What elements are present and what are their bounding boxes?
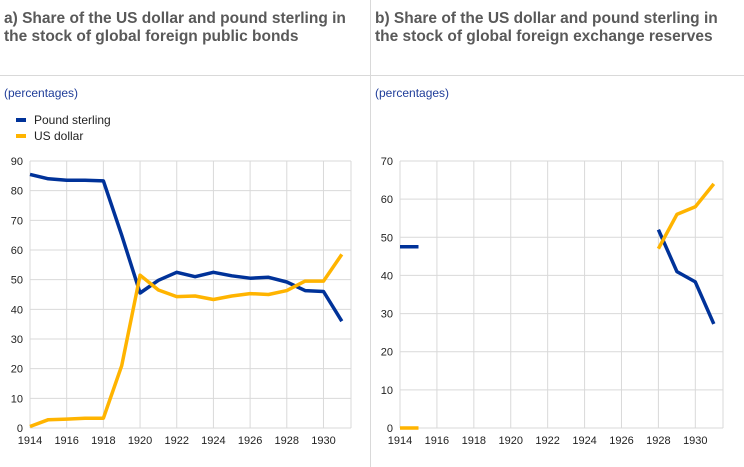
chart-b-title: b) Share of the US dollar and pound ster… xyxy=(375,10,718,45)
chart-b-plot: 0 10 20 30 40 50 60 70 1914 1916 1918 1920 1922 1924 1… xyxy=(381,156,724,447)
chart-b-x-tick-label: 1918 xyxy=(462,435,486,447)
chart-a-y-tick-label: 20 xyxy=(11,364,23,376)
chart-a-x-tick-label: 1914 xyxy=(18,435,42,447)
chart-a-x-tick-label: 1916 xyxy=(54,435,78,447)
chart-b-y-tick-label: 40 xyxy=(381,270,393,282)
chart-b-x-tick-label: 1928 xyxy=(646,435,670,447)
chart-b-series-pound-sterling xyxy=(656,228,716,325)
chart-a-plot: 0 10 20 30 40 50 60 70 80 90 1914 1916 1918 1920 1922 1… xyxy=(11,156,352,447)
chart-b-x-tick-label: 1920 xyxy=(499,435,523,447)
chart-a-x-tick-label: 1920 xyxy=(128,435,152,447)
chart-a-y-tick-label: 60 xyxy=(11,245,23,257)
chart-a-y-tick-label: 30 xyxy=(11,334,23,346)
chart-a-y-tick-label: 80 xyxy=(11,186,23,198)
chart-b-x-tick-label: 1922 xyxy=(535,435,559,447)
chart-a-series-us-dollar xyxy=(29,253,344,429)
legend-swatch-us-dollar xyxy=(16,134,26,138)
chart-a-title: a) Share of the US dollar and pound ster… xyxy=(4,10,346,45)
chart-a-x-tick-label: 1918 xyxy=(91,435,115,447)
chart-b-unit-label: (percentages) xyxy=(375,86,450,100)
chart-a-y-tick-label: 40 xyxy=(11,304,23,316)
chart-a-y-tick-label: 0 xyxy=(17,423,23,435)
legend-item-us-dollar: US dollar xyxy=(16,128,111,144)
chart-panel-b: b) Share of the US dollar and pound ster… xyxy=(371,0,744,467)
chart-a-y-tick-label: 50 xyxy=(11,275,23,287)
chart-a-series-pound-sterling xyxy=(29,172,344,323)
chart-a-x-tick-label: 1926 xyxy=(238,435,262,447)
chart-b-y-tick-label: 20 xyxy=(381,347,393,359)
chart-b-series-us-dollar xyxy=(656,182,716,250)
chart-b-y-tick-label: 10 xyxy=(381,385,393,397)
chart-a-x-tick-label: 1922 xyxy=(165,435,189,447)
chart-b-y-tick-label: 30 xyxy=(381,309,393,321)
chart-a-x-tick-label: 1930 xyxy=(311,435,335,447)
chart-b-y-tick-label: 60 xyxy=(381,194,393,206)
chart-b-x-tick-label: 1914 xyxy=(388,435,412,447)
legend-label-us-dollar: US dollar xyxy=(34,129,84,143)
chart-a-title-rule xyxy=(0,75,370,76)
legend-item-pound-sterling: Pound sterling xyxy=(16,112,111,128)
chart-a-y-tick-label: 70 xyxy=(11,215,23,227)
chart-panel-a: a) Share of the US dollar and pound ster… xyxy=(0,0,370,467)
legend-swatch-pound-sterling xyxy=(16,118,26,122)
legend-label-pound-sterling: Pound sterling xyxy=(34,113,111,127)
chart-a-x-tick-label: 1928 xyxy=(275,435,299,447)
chart-b-y-tick-label: 70 xyxy=(381,156,393,168)
chart-a-unit-label: (percentages) xyxy=(4,86,79,100)
chart-b-x-tick-label: 1916 xyxy=(425,435,449,447)
panel-divider xyxy=(370,0,371,467)
chart-a-y-tick-label: 10 xyxy=(11,393,23,405)
chart-b-y-tick-label: 50 xyxy=(381,232,393,244)
chart-a-legend: Pound sterling US dollar xyxy=(16,112,111,144)
chart-b-x-tick-label: 1926 xyxy=(609,435,633,447)
chart-b-y-tick-label: 0 xyxy=(387,423,393,435)
chart-b-x-tick-label: 1924 xyxy=(572,435,596,447)
chart-b-x-tick-label: 1930 xyxy=(683,435,707,447)
chart-a-x-tick-label: 1924 xyxy=(201,435,225,447)
chart-b-title-rule xyxy=(371,75,744,76)
chart-a-y-tick-label: 90 xyxy=(11,156,23,168)
